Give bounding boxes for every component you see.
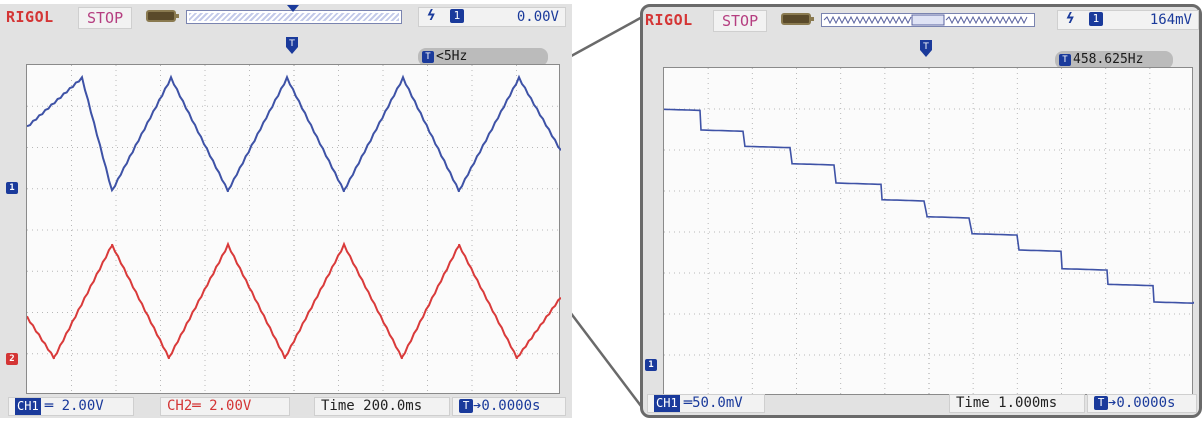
battery-icon xyxy=(781,13,814,25)
top-status-bar: RIGOL STOP ϟ 1 0.00V xyxy=(0,4,572,30)
trigger-info[interactable]: ϟ 1 0.00V xyxy=(418,7,566,27)
memory-timeline[interactable] xyxy=(186,5,402,24)
ch1-coupling-icon: ═ xyxy=(44,398,54,414)
trigger-edge-icon: ϟ xyxy=(427,8,436,24)
frequency-readout: T <5Hz xyxy=(418,48,548,66)
time-offset-readout[interactable]: T ➔0.0000s xyxy=(452,397,566,416)
ch1-scale-value: 50.0mV xyxy=(692,395,743,411)
right-oscilloscope-screen-zoom: RIGOL STOP ϟ 1 164mV T T 458.625Hz 1 CH1 ═… xyxy=(640,4,1202,418)
timebase-readout[interactable]: Time 1.000ms xyxy=(949,394,1085,413)
time-scale-value: 200.0ms xyxy=(363,398,423,414)
run-status[interactable]: STOP xyxy=(713,10,768,32)
trigger-marker-label: T xyxy=(288,39,295,49)
ch1-tag: CH1 xyxy=(654,395,680,412)
ch2-scale-value: 2.00V xyxy=(209,398,252,414)
ch1-level-marker[interactable]: 1 xyxy=(6,182,18,194)
time-label: Time xyxy=(321,398,355,414)
timebase-readout[interactable]: Time 200.0ms xyxy=(314,397,450,416)
trigger-channel-badge: 1 xyxy=(449,9,464,23)
battery-icon xyxy=(146,10,179,22)
trigger-level: 164mV xyxy=(1149,12,1192,28)
trigger-marker-label: T xyxy=(922,42,929,52)
frequency-value: <5Hz xyxy=(436,49,468,64)
run-status[interactable]: STOP xyxy=(78,7,133,29)
offset-icon: T xyxy=(459,399,473,413)
frequency-readout: T 458.625Hz xyxy=(1055,51,1173,69)
frequency-value: 458.625Hz xyxy=(1073,52,1144,67)
ch1-scale-value: 2.00V xyxy=(61,398,104,414)
trigger-position-marker[interactable]: T xyxy=(286,37,298,55)
time-label: Time xyxy=(956,395,990,411)
ch2-level-marker[interactable]: 2 xyxy=(6,353,18,365)
trigger-position-marker[interactable]: T xyxy=(920,40,932,58)
timeline-wave-icon xyxy=(823,14,1028,26)
bottom-status-bar: CH1 ═50.0mV Time 1.000ms T ➔0.0000s xyxy=(643,391,1199,415)
ch1-tag: CH1 xyxy=(15,398,41,415)
ch2-scale-readout[interactable]: CH2═ 2.00V xyxy=(160,397,290,416)
left-oscilloscope-screen: RIGOL STOP ϟ 1 0.00V T T <5Hz 1 2 CH1 ═ 2.… xyxy=(0,4,572,418)
time-offset-readout[interactable]: T ➔0.0000s xyxy=(1087,394,1197,413)
time-offset-value: ➔0.0000s xyxy=(1108,395,1176,411)
top-status-bar: RIGOL STOP ϟ 1 164mV xyxy=(643,7,1199,33)
timeline-pointer-icon xyxy=(287,5,299,12)
bottom-status-bar: CH1 ═ 2.00V CH2═ 2.00V Time 200.0ms T ➔0.0… xyxy=(0,394,572,418)
brand-logo: RIGOL xyxy=(645,11,693,29)
time-scale-value: 1.000ms xyxy=(998,395,1058,411)
ch2-label: CH2═ xyxy=(167,398,201,414)
ch1-level-marker[interactable]: 1 xyxy=(645,359,657,371)
trigger-edge-icon: ϟ xyxy=(1066,11,1075,27)
offset-icon: T xyxy=(1094,396,1108,410)
waveform-grid xyxy=(26,64,561,395)
trigger-channel-badge: 1 xyxy=(1088,12,1103,26)
time-offset-value: ➔0.0000s xyxy=(473,398,541,414)
ch1-coupling-icon: ═ xyxy=(683,395,693,411)
frequency-icon: T xyxy=(422,50,434,63)
ch1-scale-readout[interactable]: CH1 ═50.0mV xyxy=(647,394,765,413)
trigger-info[interactable]: ϟ 1 164mV xyxy=(1057,10,1199,30)
brand-logo: RIGOL xyxy=(6,8,54,26)
ch1-scale-readout[interactable]: CH1 ═ 2.00V xyxy=(8,397,134,416)
trigger-level: 0.00V xyxy=(516,9,559,25)
waveform-grid xyxy=(663,67,1194,396)
memory-timeline[interactable] xyxy=(821,13,1035,27)
frequency-icon: T xyxy=(1059,53,1071,66)
